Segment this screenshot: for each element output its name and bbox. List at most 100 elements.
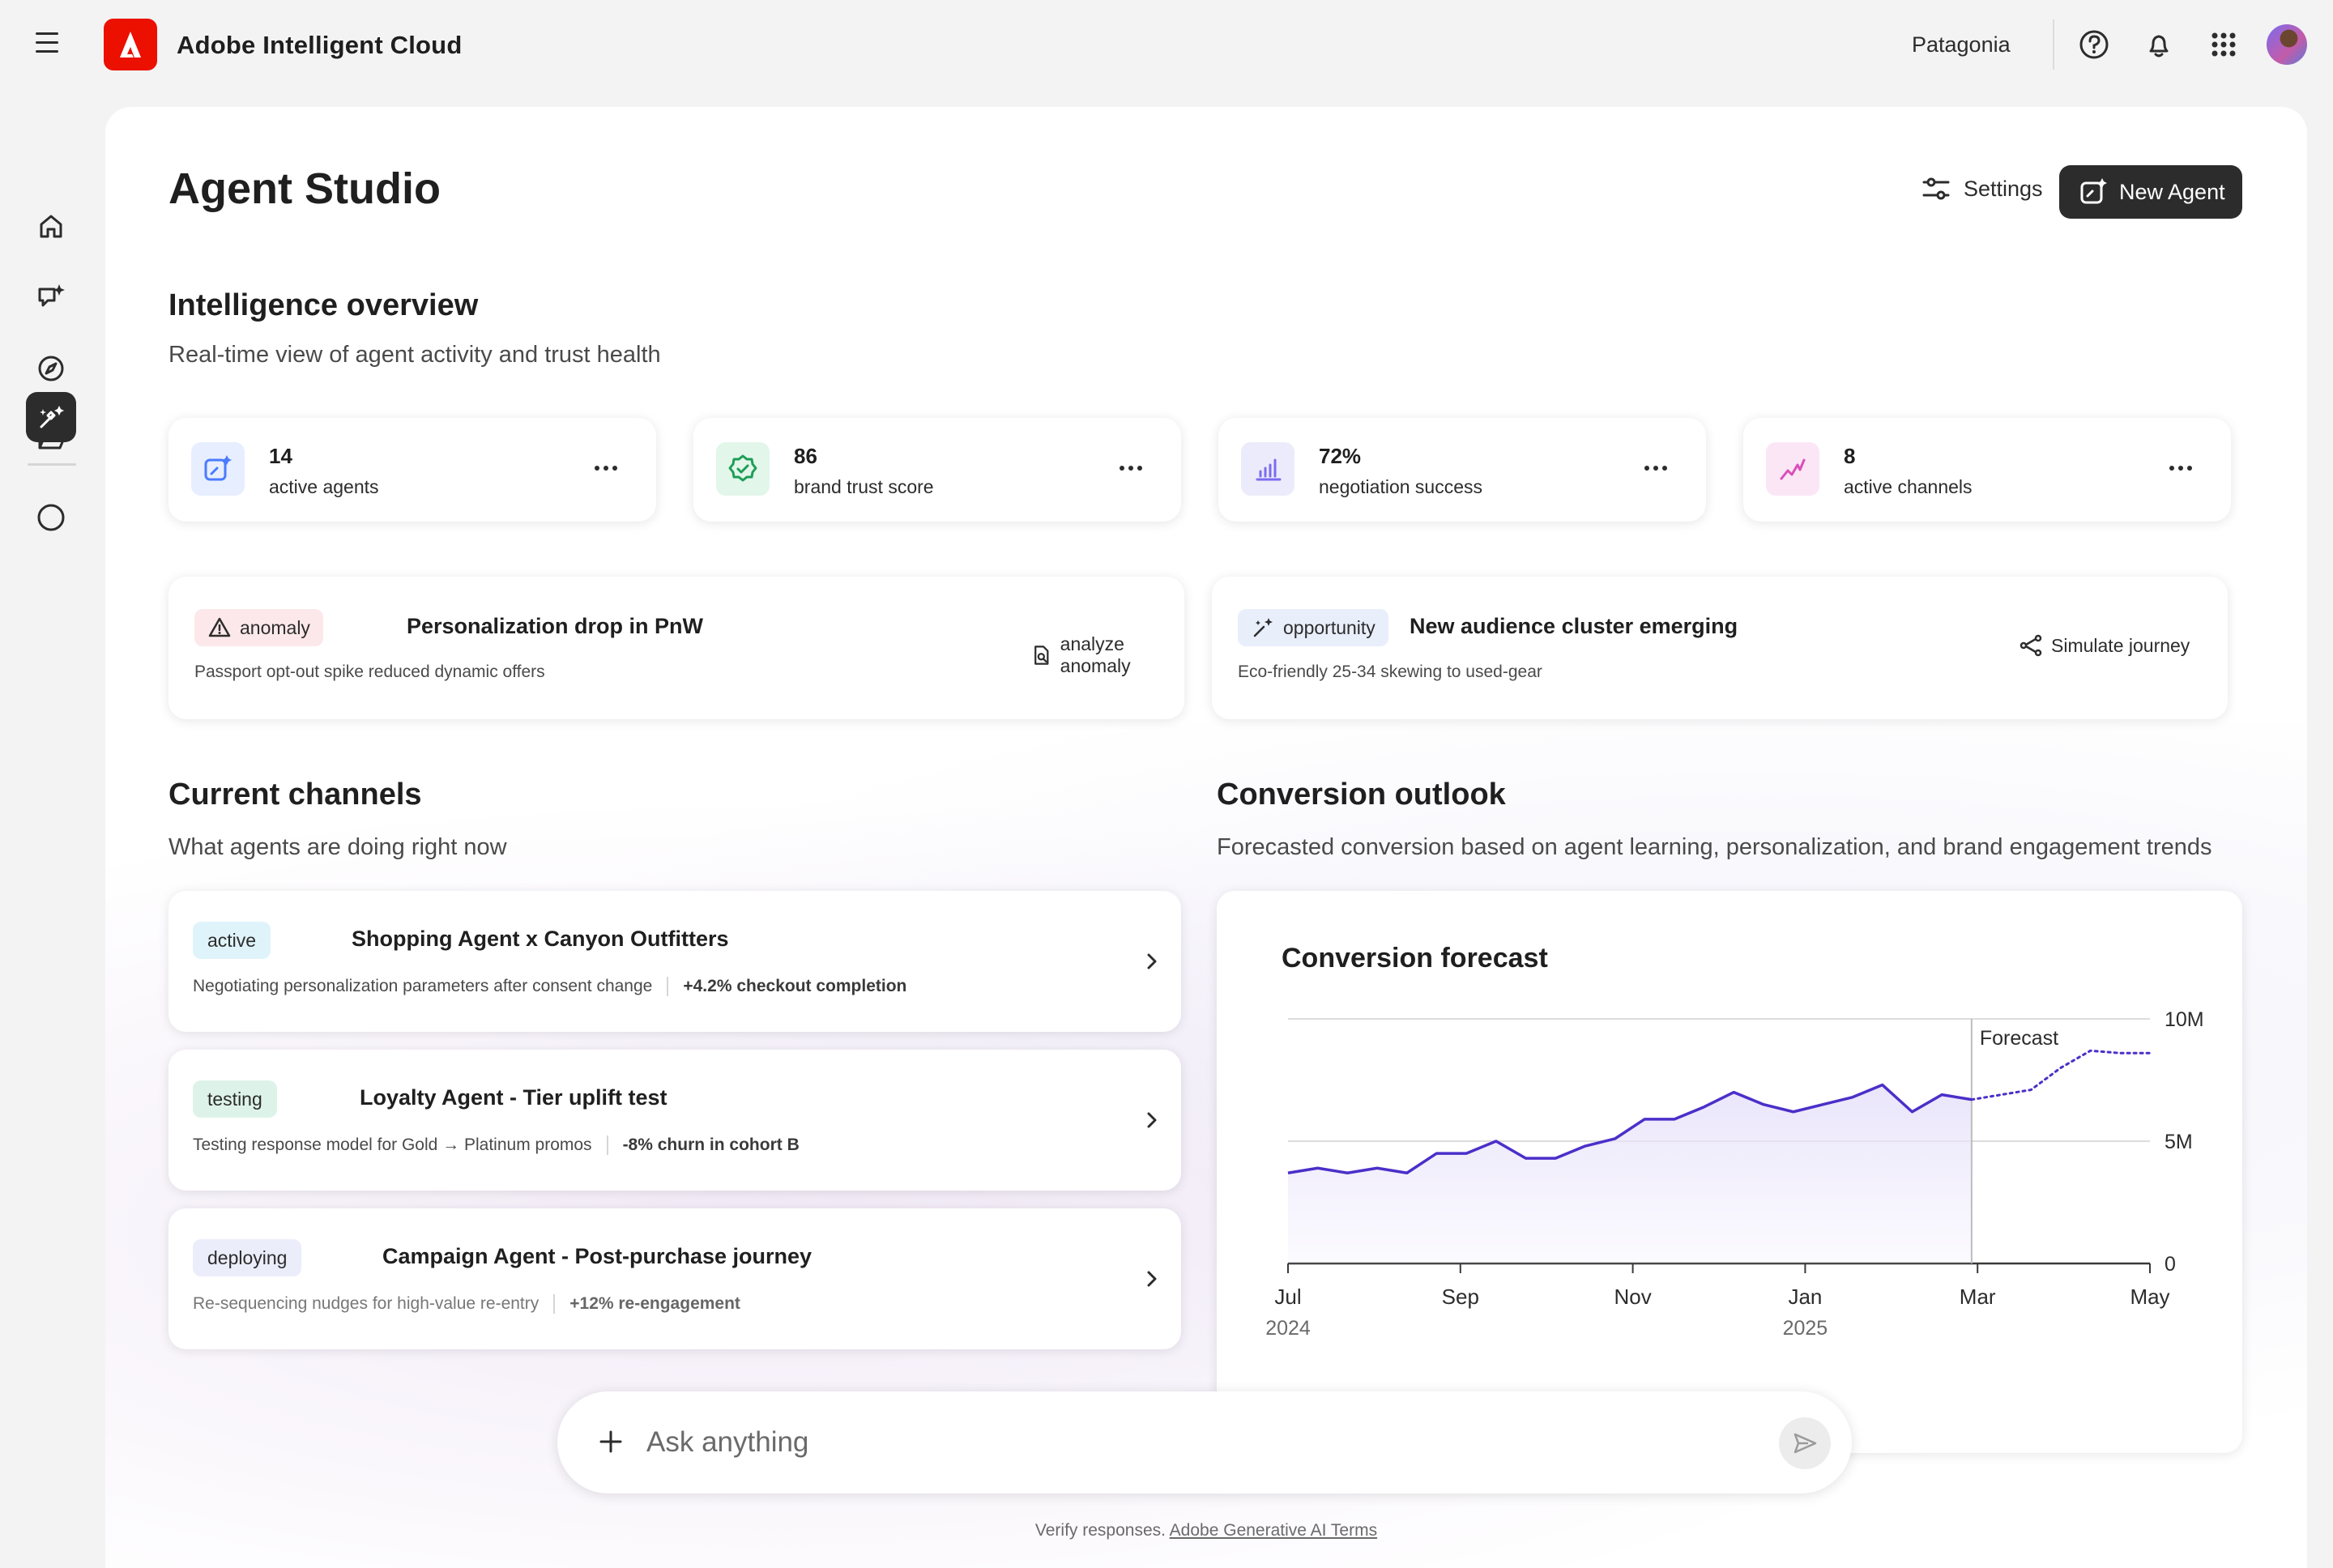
analyze-anomaly-button[interactable]: analyze anomaly [1030,633,1184,677]
settings-label: Settings [1964,176,2043,201]
bell-icon[interactable] [2142,28,2176,62]
send-icon [1793,1433,1817,1454]
nav-agent-studio-icon[interactable] [26,392,76,442]
sliders-icon [1922,177,1950,200]
page-title: Agent Studio [168,164,441,213]
new-agent-button[interactable]: New Agent [2059,165,2242,219]
conversion-subtitle: Forecasted conversion based on agent lea… [1217,834,2212,860]
stat-value: 86 [794,444,817,468]
area-fill [1288,1084,1972,1263]
channel-detail: Testing response model for Gold → Platin… [193,1136,592,1154]
forecast-line [1970,1049,2152,1101]
simulate-journey-button[interactable]: Simulate journey [2019,633,2190,658]
stat-label: brand trust score [794,476,934,497]
chevron-right-icon [1147,1271,1157,1287]
apps-grid-icon[interactable] [2207,28,2241,62]
insight-title: New audience cluster emerging [1410,614,1738,638]
insight-description: Eco-friendly 25-34 skewing to used-gear [1238,663,1542,681]
status-badge: deploying [193,1239,302,1276]
chevron-right-icon [1147,1112,1157,1128]
verified-badge-icon [716,442,770,496]
forecast-label: Forecast [1980,1027,2058,1050]
trend-line-icon [1766,442,1819,496]
conversion-title: Conversion outlook [1217,778,1506,812]
stat-value: 14 [269,444,292,468]
more-options-icon[interactable] [1644,460,1674,476]
left-sidebar [0,94,104,1568]
stat-card-trust: 86 brand trust score [693,418,1181,522]
x-tick-label: Jul [1274,1285,1301,1309]
insight-card-anomaly: anomaly Personalization drop in PnW Pass… [168,577,1184,719]
channel-detail: Re-sequencing nudges for high-value re-e… [193,1294,540,1313]
divider [667,977,669,996]
conversion-chart-card: Conversion forecast 0 5M 10M Forecast Jul 202… [1217,891,2242,1453]
more-options-icon[interactable] [2169,460,2199,476]
stat-card-agents: 14 active agents [168,418,656,522]
channel-metric: +4.2% checkout completion [683,977,907,995]
x-tick-year: 2025 [1783,1317,1828,1340]
x-tick-year: 2024 [1265,1317,1311,1340]
nav-home-icon[interactable] [26,201,76,251]
divider [553,1294,556,1314]
chart-title: Conversion forecast [1282,943,1548,974]
channel-card[interactable]: active Shopping Agent x Canyon Outfitter… [168,891,1181,1032]
nav-circle-icon[interactable] [26,492,76,543]
more-options-icon[interactable] [1120,460,1149,476]
series-line [1287,1083,1973,1175]
channel-description: Testing response model for Gold → Platin… [193,1136,800,1155]
x-tick-label: Jan [1788,1285,1822,1309]
action-label: analyze anomaly [1060,633,1131,676]
y-tick-label: 10M [2165,1008,2204,1031]
send-button[interactable] [1779,1417,1831,1469]
sparkle-wand-icon [1253,618,1273,637]
channel-description: Negotiating personalization parameters a… [193,977,906,996]
new-agent-label: New Agent [2119,179,2225,204]
x-tick-label: Mar [1960,1285,1996,1309]
org-switcher[interactable]: Patagonia [1912,32,2011,57]
overview-title: Intelligence overview [168,288,479,322]
channel-card[interactable]: deploying Campaign Agent - Post-purchase… [168,1208,1181,1349]
bar-chart-icon [1241,442,1294,496]
journey-nodes-icon [2020,634,2042,657]
status-badge: testing [193,1080,277,1118]
nav-compass-icon[interactable] [26,343,76,394]
anomaly-tag: anomaly [194,609,323,646]
channel-description: Re-sequencing nudges for high-value re-e… [193,1294,740,1314]
x-tick-label: May [2130,1285,2169,1309]
help-icon[interactable] [2077,28,2111,62]
stat-value: 8 [1844,444,1856,468]
insight-description: Passport opt-out spike reduced dynamic o… [194,663,545,681]
divider [606,1136,608,1155]
tag-label: anomaly [240,616,310,638]
stat-value: 72% [1319,444,1362,468]
terms-link[interactable]: Adobe Generative AI Terms [1169,1521,1378,1540]
y-tick-label: 5M [2165,1131,2193,1153]
divider [2053,19,2054,70]
ask-input[interactable] [646,1421,1700,1464]
stat-card-negotiation: 72% negotiation success [1218,418,1706,522]
footer-text: Verify responses. [1034,1521,1166,1540]
stat-label: active channels [1844,476,1973,497]
settings-button[interactable]: Settings [1909,162,2054,215]
channel-card[interactable]: testing Loyalty Agent - Tier uplift test… [168,1050,1181,1191]
tag-label: opportunity [1283,616,1375,638]
menu-icon[interactable] [36,32,65,55]
channels-title: Current channels [168,778,422,812]
agent-sparkle-icon [2080,178,2107,204]
top-bar: Adobe Intelligent Cloud Patagonia [0,0,2333,94]
user-avatar[interactable] [2267,24,2307,65]
chevron-right-icon [1147,953,1157,969]
ask-bar [557,1391,1852,1493]
more-options-icon[interactable] [595,460,624,476]
insight-title: Personalization drop in PnW [407,614,704,638]
adobe-logo-icon[interactable] [104,19,157,70]
nav-divider [28,463,76,466]
channel-metric: +12% re-engagement [569,1294,740,1313]
overview-subtitle: Real-time view of agent activity and tru… [168,342,661,368]
x-tick-label: Nov [1614,1285,1651,1309]
channel-title: Campaign Agent - Post-purchase journey [382,1244,812,1268]
nav-chat-sparkle-icon[interactable] [26,272,76,322]
warning-icon [208,617,231,637]
y-tick-label: 0 [2165,1253,2176,1276]
plus-icon[interactable] [596,1427,625,1456]
